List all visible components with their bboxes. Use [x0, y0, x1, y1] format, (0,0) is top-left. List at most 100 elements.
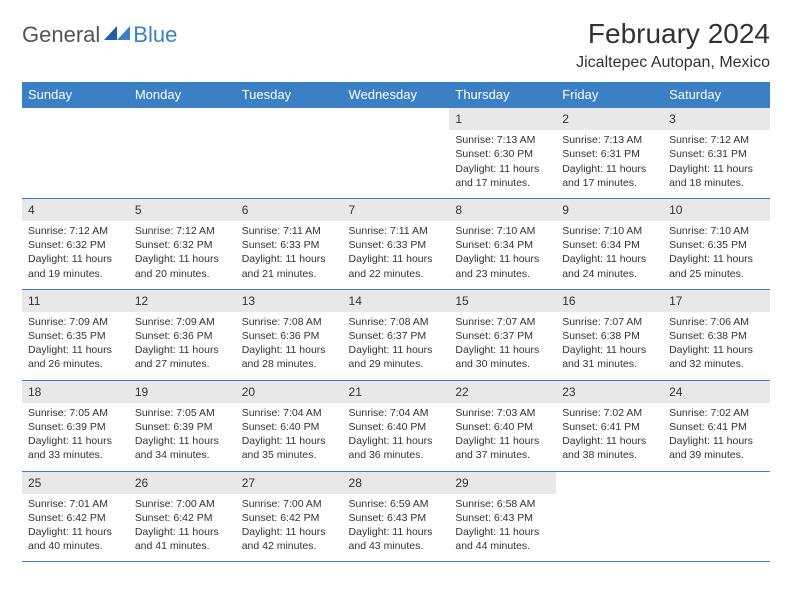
- calendar-day-empty: [22, 108, 129, 199]
- day-number: 29: [449, 472, 556, 494]
- daylight-line: Daylight: 11 hours and 18 minutes.: [669, 162, 764, 190]
- calendar-day: 27Sunrise: 7:00 AMSunset: 6:42 PMDayligh…: [236, 471, 343, 562]
- sunrise-line: Sunrise: 7:11 AM: [349, 224, 444, 238]
- sunset-line: Sunset: 6:33 PM: [242, 238, 337, 252]
- calendar-day: 17Sunrise: 7:06 AMSunset: 6:38 PMDayligh…: [663, 289, 770, 380]
- daylight-line: Daylight: 11 hours and 44 minutes.: [455, 525, 550, 553]
- calendar-day: 16Sunrise: 7:07 AMSunset: 6:38 PMDayligh…: [556, 289, 663, 380]
- calendar-day: 5Sunrise: 7:12 AMSunset: 6:32 PMDaylight…: [129, 198, 236, 289]
- day-number: 15: [449, 290, 556, 312]
- sunset-line: Sunset: 6:40 PM: [242, 420, 337, 434]
- sunset-line: Sunset: 6:36 PM: [135, 329, 230, 343]
- sunrise-line: Sunrise: 7:04 AM: [242, 406, 337, 420]
- calendar-day: 26Sunrise: 7:00 AMSunset: 6:42 PMDayligh…: [129, 471, 236, 562]
- logo-text-general: General: [22, 22, 100, 48]
- logo-icon: [104, 24, 130, 47]
- sunrise-line: Sunrise: 7:12 AM: [135, 224, 230, 238]
- sunset-line: Sunset: 6:41 PM: [562, 420, 657, 434]
- calendar-body: 1Sunrise: 7:13 AMSunset: 6:30 PMDaylight…: [22, 108, 770, 562]
- calendar-day: 19Sunrise: 7:05 AMSunset: 6:39 PMDayligh…: [129, 380, 236, 471]
- calendar-week: 4Sunrise: 7:12 AMSunset: 6:32 PMDaylight…: [22, 198, 770, 289]
- day-number: 20: [236, 381, 343, 403]
- calendar-day-empty: [343, 108, 450, 199]
- day-number: 19: [129, 381, 236, 403]
- day-number: 18: [22, 381, 129, 403]
- day-number: 4: [22, 199, 129, 221]
- logo-text-blue: Blue: [133, 22, 177, 48]
- sunset-line: Sunset: 6:42 PM: [28, 511, 123, 525]
- calendar-day: 9Sunrise: 7:10 AMSunset: 6:34 PMDaylight…: [556, 198, 663, 289]
- day-number: 26: [129, 472, 236, 494]
- sunset-line: Sunset: 6:42 PM: [135, 511, 230, 525]
- daylight-line: Daylight: 11 hours and 21 minutes.: [242, 252, 337, 280]
- calendar-day: 3Sunrise: 7:12 AMSunset: 6:31 PMDaylight…: [663, 108, 770, 199]
- sunset-line: Sunset: 6:31 PM: [669, 147, 764, 161]
- daylight-line: Daylight: 11 hours and 30 minutes.: [455, 343, 550, 371]
- calendar-week: 1Sunrise: 7:13 AMSunset: 6:30 PMDaylight…: [22, 108, 770, 199]
- calendar-day: 4Sunrise: 7:12 AMSunset: 6:32 PMDaylight…: [22, 198, 129, 289]
- sunrise-line: Sunrise: 7:00 AM: [242, 497, 337, 511]
- sunset-line: Sunset: 6:37 PM: [455, 329, 550, 343]
- day-number: 14: [343, 290, 450, 312]
- day-number: 21: [343, 381, 450, 403]
- sunset-line: Sunset: 6:31 PM: [562, 147, 657, 161]
- sunrise-line: Sunrise: 7:03 AM: [455, 406, 550, 420]
- day-header: Thursday: [449, 82, 556, 108]
- daylight-line: Daylight: 11 hours and 39 minutes.: [669, 434, 764, 462]
- daylight-line: Daylight: 11 hours and 36 minutes.: [349, 434, 444, 462]
- calendar-day: 15Sunrise: 7:07 AMSunset: 6:37 PMDayligh…: [449, 289, 556, 380]
- sunrise-line: Sunrise: 7:12 AM: [28, 224, 123, 238]
- daylight-line: Daylight: 11 hours and 22 minutes.: [349, 252, 444, 280]
- calendar-day: 21Sunrise: 7:04 AMSunset: 6:40 PMDayligh…: [343, 380, 450, 471]
- sunrise-line: Sunrise: 7:08 AM: [349, 315, 444, 329]
- daylight-line: Daylight: 11 hours and 41 minutes.: [135, 525, 230, 553]
- calendar-day: 20Sunrise: 7:04 AMSunset: 6:40 PMDayligh…: [236, 380, 343, 471]
- daylight-line: Daylight: 11 hours and 25 minutes.: [669, 252, 764, 280]
- day-number: 12: [129, 290, 236, 312]
- calendar-day: 28Sunrise: 6:59 AMSunset: 6:43 PMDayligh…: [343, 471, 450, 562]
- sunset-line: Sunset: 6:36 PM: [242, 329, 337, 343]
- calendar: SundayMondayTuesdayWednesdayThursdayFrid…: [22, 82, 770, 562]
- day-number: 10: [663, 199, 770, 221]
- title-block: February 2024 Jicaltepec Autopan, Mexico: [576, 18, 770, 72]
- sunset-line: Sunset: 6:39 PM: [135, 420, 230, 434]
- calendar-day: 18Sunrise: 7:05 AMSunset: 6:39 PMDayligh…: [22, 380, 129, 471]
- calendar-day: 25Sunrise: 7:01 AMSunset: 6:42 PMDayligh…: [22, 471, 129, 562]
- day-number: 16: [556, 290, 663, 312]
- day-header: Sunday: [22, 82, 129, 108]
- day-number: 11: [22, 290, 129, 312]
- sunrise-line: Sunrise: 7:02 AM: [669, 406, 764, 420]
- sunset-line: Sunset: 6:42 PM: [242, 511, 337, 525]
- calendar-day-empty: [556, 471, 663, 562]
- sunrise-line: Sunrise: 7:13 AM: [562, 133, 657, 147]
- calendar-day-empty: [236, 108, 343, 199]
- day-number: 2: [556, 108, 663, 130]
- calendar-day: 11Sunrise: 7:09 AMSunset: 6:35 PMDayligh…: [22, 289, 129, 380]
- calendar-day-empty: [129, 108, 236, 199]
- sunrise-line: Sunrise: 7:10 AM: [562, 224, 657, 238]
- sunset-line: Sunset: 6:40 PM: [455, 420, 550, 434]
- sunset-line: Sunset: 6:38 PM: [669, 329, 764, 343]
- sunset-line: Sunset: 6:43 PM: [349, 511, 444, 525]
- day-number: 27: [236, 472, 343, 494]
- day-header: Saturday: [663, 82, 770, 108]
- calendar-day: 7Sunrise: 7:11 AMSunset: 6:33 PMDaylight…: [343, 198, 450, 289]
- sunrise-line: Sunrise: 7:11 AM: [242, 224, 337, 238]
- logo: General Blue: [22, 22, 177, 48]
- day-number: 6: [236, 199, 343, 221]
- daylight-line: Daylight: 11 hours and 38 minutes.: [562, 434, 657, 462]
- calendar-day: 1Sunrise: 7:13 AMSunset: 6:30 PMDaylight…: [449, 108, 556, 199]
- daylight-line: Daylight: 11 hours and 19 minutes.: [28, 252, 123, 280]
- day-number: 9: [556, 199, 663, 221]
- sunset-line: Sunset: 6:37 PM: [349, 329, 444, 343]
- day-number: 7: [343, 199, 450, 221]
- sunset-line: Sunset: 6:39 PM: [28, 420, 123, 434]
- sunrise-line: Sunrise: 6:58 AM: [455, 497, 550, 511]
- daylight-line: Daylight: 11 hours and 31 minutes.: [562, 343, 657, 371]
- calendar-day: 6 Sunrise: 7:11 AMSunset: 6:33 PMDaylight…: [236, 198, 343, 289]
- calendar-day: 13Sunrise: 7:08 AMSunset: 6:36 PMDayligh…: [236, 289, 343, 380]
- calendar-day: 24Sunrise: 7:02 AMSunset: 6:41 PMDayligh…: [663, 380, 770, 471]
- calendar-day: 14Sunrise: 7:08 AMSunset: 6:37 PMDayligh…: [343, 289, 450, 380]
- calendar-day: 23Sunrise: 7:02 AMSunset: 6:41 PMDayligh…: [556, 380, 663, 471]
- calendar-week: 18Sunrise: 7:05 AMSunset: 6:39 PMDayligh…: [22, 380, 770, 471]
